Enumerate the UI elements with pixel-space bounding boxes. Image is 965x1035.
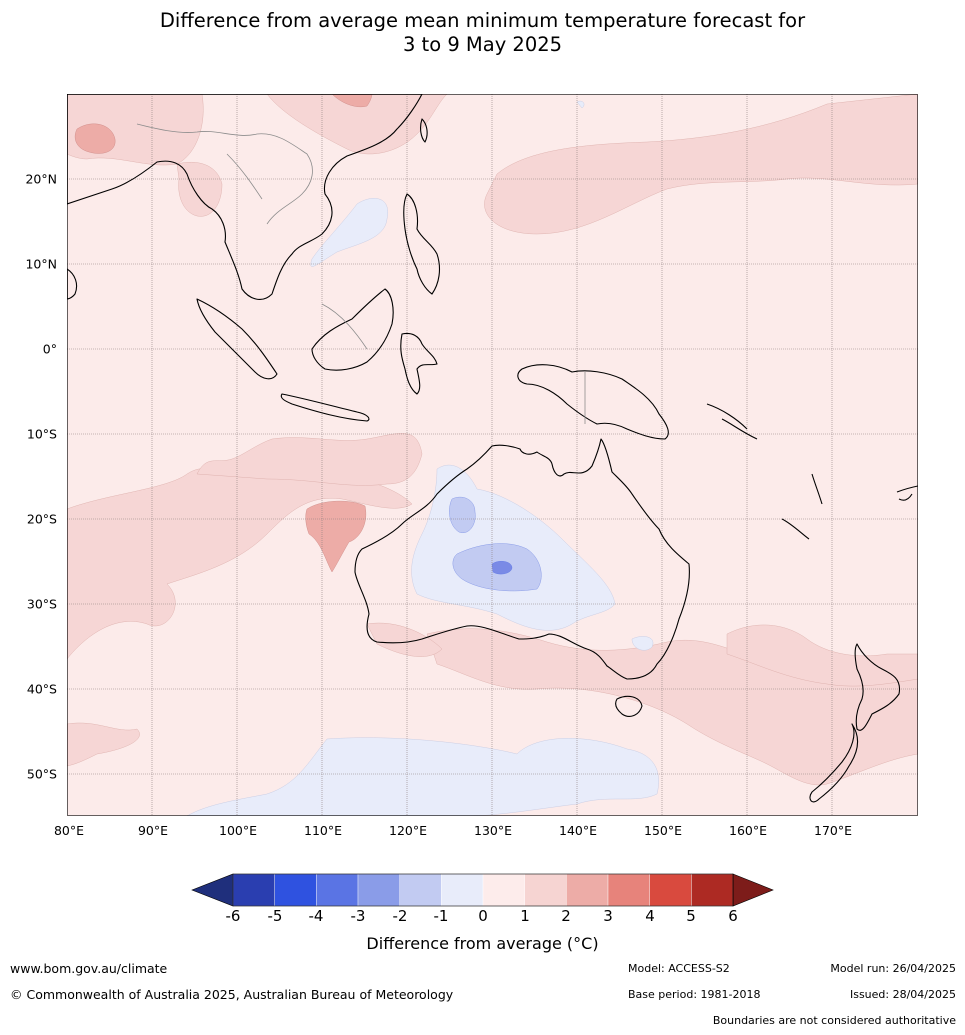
colorbar-tick: 6 <box>728 907 738 925</box>
vanuatu-coast <box>811 473 823 505</box>
lon-label-100e: 100°E <box>218 823 258 838</box>
lat-label-30s: 30°S <box>26 596 57 612</box>
disclaimer-text: Boundaries are not considered authoritat… <box>712 1014 956 1027</box>
colorbar-extend-low <box>191 873 234 907</box>
colorbar-tick: 4 <box>645 907 655 925</box>
sumatra-coast <box>196 298 278 380</box>
colorbar-swatches <box>191 873 774 907</box>
lat-label-50s: 50°S <box>26 766 57 782</box>
chart-title: Difference from average mean minimum tem… <box>0 9 965 57</box>
colorbar-swatch <box>357 873 400 907</box>
base-period-text: Base period: 1981-2018 <box>628 988 761 1001</box>
lon-label-130e: 130°E <box>473 823 513 838</box>
lon-label-110e: 110°E <box>303 823 343 838</box>
new-guinea-coast <box>517 364 669 440</box>
lat-label-0: 0° <box>42 341 57 357</box>
issued-text: Issued: 28/04/2025 <box>849 988 956 1001</box>
nz-north-island-coast <box>854 643 901 731</box>
colorbar-tick: -3 <box>350 907 366 925</box>
lon-label-160e: 160°E <box>728 823 768 838</box>
coastlines <box>67 94 918 803</box>
fiji-coast <box>896 485 918 501</box>
country-boundaries <box>136 123 586 424</box>
new-caledonia-coast <box>781 518 810 540</box>
lat-label-40s: 40°S <box>26 681 57 697</box>
anomaly-2-3-regions <box>74 94 373 573</box>
colorbar-border <box>232 873 734 907</box>
anomaly-1-2-regions <box>67 94 918 786</box>
borneo-coast <box>311 288 394 371</box>
title-line-2: 3 to 9 May 2025 <box>402 33 563 56</box>
lat-label-10s: 10°S <box>26 426 57 442</box>
sulawesi-coast <box>400 332 438 395</box>
model-run-text: Model run: 26/04/2025 <box>830 962 956 975</box>
australia-coast <box>354 438 690 680</box>
colorbar-swatch <box>691 873 734 907</box>
lon-label-90e: 90°E <box>137 823 169 838</box>
philippines-coast <box>403 193 441 295</box>
colorbar-tick: -4 <box>308 907 324 925</box>
colorbar-tick: 1 <box>520 907 530 925</box>
colorbar-tick: 0 <box>478 907 488 925</box>
colorbar-swatch <box>274 873 317 907</box>
asia-mainland-coast <box>67 94 423 300</box>
lon-label-170e: 170°E <box>813 823 853 838</box>
colorbar-label: Difference from average (°C) <box>366 934 599 953</box>
colorbar-tick: 5 <box>686 907 696 925</box>
website-link[interactable]: www.bom.gov.au/climate <box>10 961 168 976</box>
copyright-text: © Commonwealth of Australia 2025, Austra… <box>10 987 454 1002</box>
java-coast <box>280 393 370 422</box>
lon-label-140e: 140°E <box>558 823 598 838</box>
lat-label-20n: 20°N <box>25 171 57 187</box>
colorbar-swatch <box>232 873 275 907</box>
nz-south-island-coast <box>809 723 859 803</box>
colorbar-swatch <box>316 873 359 907</box>
colorbar-swatch <box>607 873 650 907</box>
colorbar-tick: -2 <box>392 907 408 925</box>
colorbar-tick: -5 <box>267 907 283 925</box>
map-gridlines <box>67 94 918 816</box>
lat-label-10n: 10°N <box>25 256 57 272</box>
lon-label-120e: 120°E <box>388 823 428 838</box>
colorbar-tick: -6 <box>225 907 241 925</box>
map-panel <box>67 94 918 816</box>
taiwan-coast <box>420 118 428 143</box>
colorbar-swatch <box>566 873 609 907</box>
colorbar-swatch <box>399 873 442 907</box>
title-line-1: Difference from average mean minimum tem… <box>159 9 806 32</box>
colorbar-swatch <box>482 873 525 907</box>
solomon-islands-coast <box>706 403 758 440</box>
colorbar-tick: 2 <box>561 907 571 925</box>
colorbar-tick: 3 <box>603 907 613 925</box>
lat-label-20s: 20°S <box>26 511 57 527</box>
tasmania-coast <box>615 695 643 717</box>
colorbar-tick: -1 <box>433 907 449 925</box>
colorbar-extend-high <box>732 873 774 907</box>
lon-label-150e: 150°E <box>643 823 683 838</box>
anomaly-negative-3-2-region <box>491 561 513 575</box>
lon-label-80e: 80°E <box>53 823 85 838</box>
colorbar-swatch <box>649 873 692 907</box>
colorbar-swatch <box>524 873 567 907</box>
colorbar <box>191 873 774 907</box>
model-text: Model: ACCESS-S2 <box>628 962 730 975</box>
colorbar-swatch <box>441 873 484 907</box>
